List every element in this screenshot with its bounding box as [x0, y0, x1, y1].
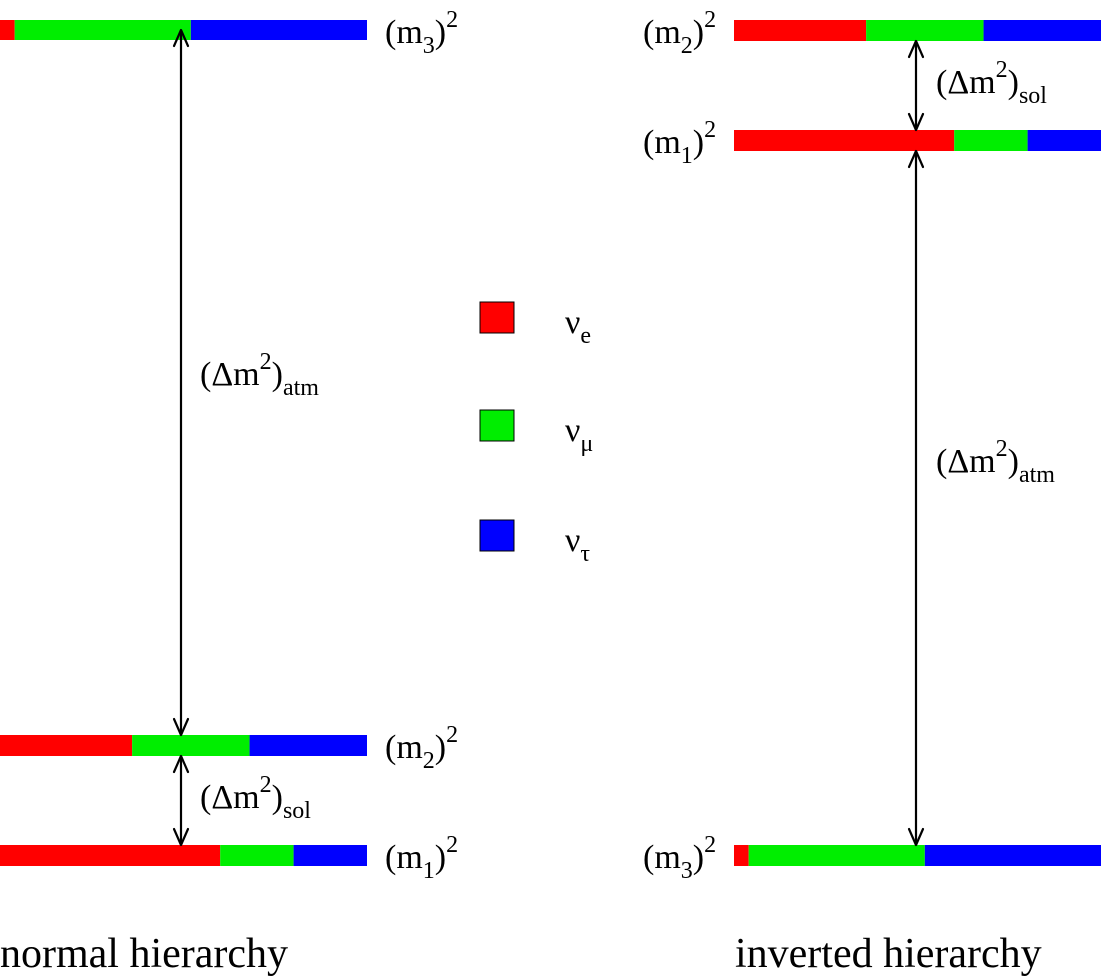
normal-level-m1-nu-tau-segment [294, 845, 367, 866]
normal-level-m3-label: (m3)2 [385, 7, 458, 59]
normal-sol-label: (Δm2)sol [200, 772, 311, 824]
normal-level-m2-label: (m2)2 [385, 722, 458, 774]
inverted-level-m1-bar [734, 130, 1101, 151]
inverted-level-m1-nu-tau-segment [1028, 130, 1101, 151]
legend-item-nu-e: νe [480, 302, 591, 349]
inverted-level-m1-nu-mu-segment [954, 130, 1027, 151]
normal-level-m2-nu-e-segment [0, 735, 132, 756]
normal-sol-arrow [174, 756, 188, 845]
normal-atm-arrow [174, 30, 188, 735]
normal-hierarchy-panel: (m3)2 (m2)2 (m1)2 (Δm2)atm (Δm2)sol [0, 7, 458, 977]
legend-swatch-nu-e [480, 302, 514, 333]
inverted-hierarchy-panel: (m2)2 (m1)2 (m3)2 (Δm2)sol (Δm2)atm [643, 7, 1101, 977]
inverted-level-m2-nu-e-segment [734, 20, 866, 41]
normal-level-m3-nu-e-segment [0, 20, 15, 40]
legend-item-nu-tau: ντ [480, 520, 590, 567]
inverted-sol-label: (Δm2)sol [936, 57, 1047, 109]
inverted-level-m3-nu-mu-segment [749, 845, 925, 866]
inverted-level-m2-nu-tau-segment [984, 20, 1101, 41]
normal-level-m2-bar [0, 735, 367, 756]
normal-level-m3-nu-mu-segment [15, 20, 191, 40]
normal-level-m2-nu-tau-segment [250, 735, 367, 756]
normal-level-m2-nu-mu-segment [132, 735, 249, 756]
inverted-atm-label: (Δm2)atm [936, 436, 1055, 488]
inverted-level-m3-nu-tau-segment [925, 845, 1101, 866]
inverted-sol-arrow [909, 41, 923, 130]
legend-item-nu-mu: νμ [480, 410, 593, 457]
normal-level-m1-nu-e-segment [0, 845, 220, 866]
inverted-atm-arrow [909, 151, 923, 845]
inverted-level-m3-bar [734, 845, 1101, 866]
legend-label-nu-tau: ντ [565, 522, 590, 567]
normal-level-m3-nu-tau-segment [191, 20, 367, 40]
inverted-level-m1-label: (m1)2 [643, 117, 716, 169]
normal-level-m1-nu-mu-segment [220, 845, 293, 866]
inverted-level-m2-label: (m2)2 [643, 7, 716, 59]
normal-level-m1-bar [0, 845, 367, 866]
inverted-level-m2-nu-mu-segment [866, 20, 983, 41]
legend-label-nu-mu: νμ [565, 412, 593, 457]
normal-hierarchy-caption: normal hierarchy [0, 931, 288, 977]
legend-swatch-nu-mu [480, 410, 514, 441]
normal-level-m1-label: (m1)2 [385, 832, 458, 884]
inverted-level-m1-nu-e-segment [734, 130, 954, 151]
inverted-hierarchy-caption: inverted hierarchy [735, 931, 1042, 977]
legend-label-nu-e: νe [565, 304, 591, 349]
inverted-level-m2-bar [734, 20, 1101, 41]
flavor-legend: νe νμ ντ [480, 302, 593, 567]
normal-atm-label: (Δm2)atm [200, 349, 319, 401]
inverted-level-m3-nu-e-segment [734, 845, 749, 866]
inverted-level-m3-label: (m3)2 [643, 832, 716, 884]
legend-swatch-nu-tau [480, 520, 514, 551]
